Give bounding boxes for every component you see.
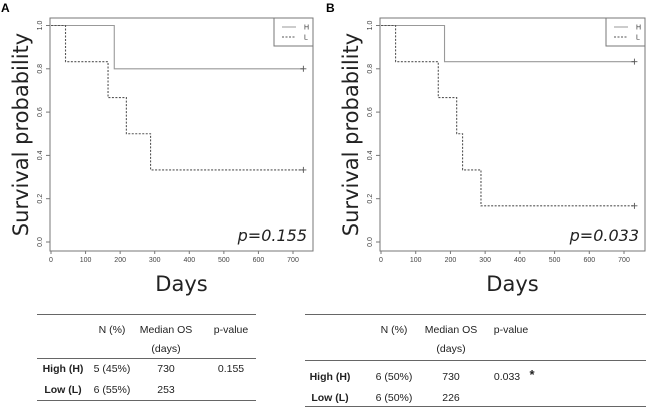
y-tick-label: 1.0 (367, 21, 374, 31)
y-tick-label: 0.0 (37, 237, 44, 247)
y-tick-label: 0.6 (367, 107, 374, 117)
row-label: Low (L) (44, 384, 82, 396)
table-rule (305, 314, 646, 315)
survival-curve-h (381, 24, 635, 63)
cell-median: 253 (157, 384, 175, 396)
x-tick-label: 300 (479, 257, 491, 264)
significance-mark: * (529, 367, 535, 382)
y-tick-label: 0.2 (367, 194, 374, 204)
cell-p: 0.155 (217, 363, 245, 375)
cell-median: 730 (157, 363, 175, 375)
plot-frame (49, 17, 314, 252)
p-value-annotation: p=0.033 (569, 226, 639, 245)
legend-label: L (636, 35, 640, 42)
x-tick-label: 500 (218, 257, 230, 264)
y-tick-label: 0.2 (37, 194, 44, 204)
survival-curve-h (51, 24, 304, 70)
censor-mark (631, 202, 638, 209)
y-tick-label: 0.6 (37, 107, 44, 117)
table-rule (37, 358, 256, 359)
censor-mark (300, 65, 307, 72)
row-label: High (H) (309, 371, 351, 383)
header-median: Median OS (139, 324, 193, 336)
header-days: (days) (151, 343, 181, 355)
y-tick-label: 0.0 (367, 237, 374, 247)
x-axis-label: Days (155, 272, 207, 296)
x-tick-label: 200 (445, 257, 457, 264)
x-tick-label: 300 (149, 257, 161, 264)
y-tick-label: 1.0 (37, 21, 44, 31)
header-p: p-value (213, 324, 249, 336)
censor-mark (300, 166, 307, 173)
table-rule (37, 314, 256, 315)
row-label: High (H) (42, 363, 84, 375)
x-tick-label: 700 (287, 257, 299, 264)
x-axis-label: Days (486, 272, 538, 296)
censor-mark (631, 58, 638, 65)
legend-box (605, 17, 646, 47)
cell-median: 730 (442, 371, 460, 383)
x-tick-label: 200 (114, 257, 126, 264)
cell-n: 6 (50%) (375, 371, 413, 383)
y-tick-label: 0.4 (37, 150, 44, 160)
x-tick-label: 600 (253, 257, 265, 264)
km-plots: A 0 100 200 300 400 500 600 700 0.0 0.2 0.4 0.6 0.8 1.… (1, 1, 646, 296)
x-tick-label: 700 (618, 257, 630, 264)
cell-n: 5 (45%) (93, 363, 131, 375)
legend-box (273, 17, 314, 47)
header-n: N (%) (98, 324, 126, 336)
legend-label: L (304, 35, 308, 42)
x-tick-label: 100 (410, 257, 422, 264)
y-tick-label: 0.8 (367, 64, 374, 74)
cell-median: 226 (442, 392, 460, 404)
row-label: Low (L) (311, 392, 349, 404)
header-n: N (%) (380, 324, 408, 336)
x-tick-label: 0 (379, 257, 383, 264)
header-p: p-value (493, 324, 529, 336)
summary-table-a: N (%) Median OS p-value (days) High (H) … (37, 314, 256, 401)
x-tick-label: 500 (549, 257, 561, 264)
table-rule (305, 360, 646, 361)
survival-curve-l (51, 24, 304, 171)
plot-frame (379, 17, 646, 252)
y-tick-label: 0.4 (367, 150, 374, 160)
y-axis-label: Survival probability (339, 33, 363, 236)
panel-label: A (1, 1, 10, 15)
cell-n: 6 (50%) (375, 392, 413, 404)
x-tick-label: 400 (183, 257, 195, 264)
legend-label: H (304, 25, 309, 32)
table-rule (37, 400, 256, 401)
table-rule (305, 406, 646, 407)
y-tick-label: 0.8 (37, 64, 44, 74)
legend-label: H (636, 25, 641, 32)
header-median: Median OS (424, 324, 478, 336)
cell-p: 0.033 (493, 371, 521, 383)
cell-n: 6 (55%) (93, 384, 131, 396)
x-tick-label: 100 (80, 257, 92, 264)
y-axis-label: Survival probability (9, 33, 33, 236)
x-tick-label: 0 (49, 257, 53, 264)
x-tick-label: 600 (583, 257, 595, 264)
panel-label: B (326, 1, 335, 15)
header-days: (days) (436, 343, 466, 355)
p-value-annotation: p=0.155 (237, 226, 307, 245)
survival-curve-l (381, 24, 635, 207)
x-tick-label: 400 (514, 257, 526, 264)
